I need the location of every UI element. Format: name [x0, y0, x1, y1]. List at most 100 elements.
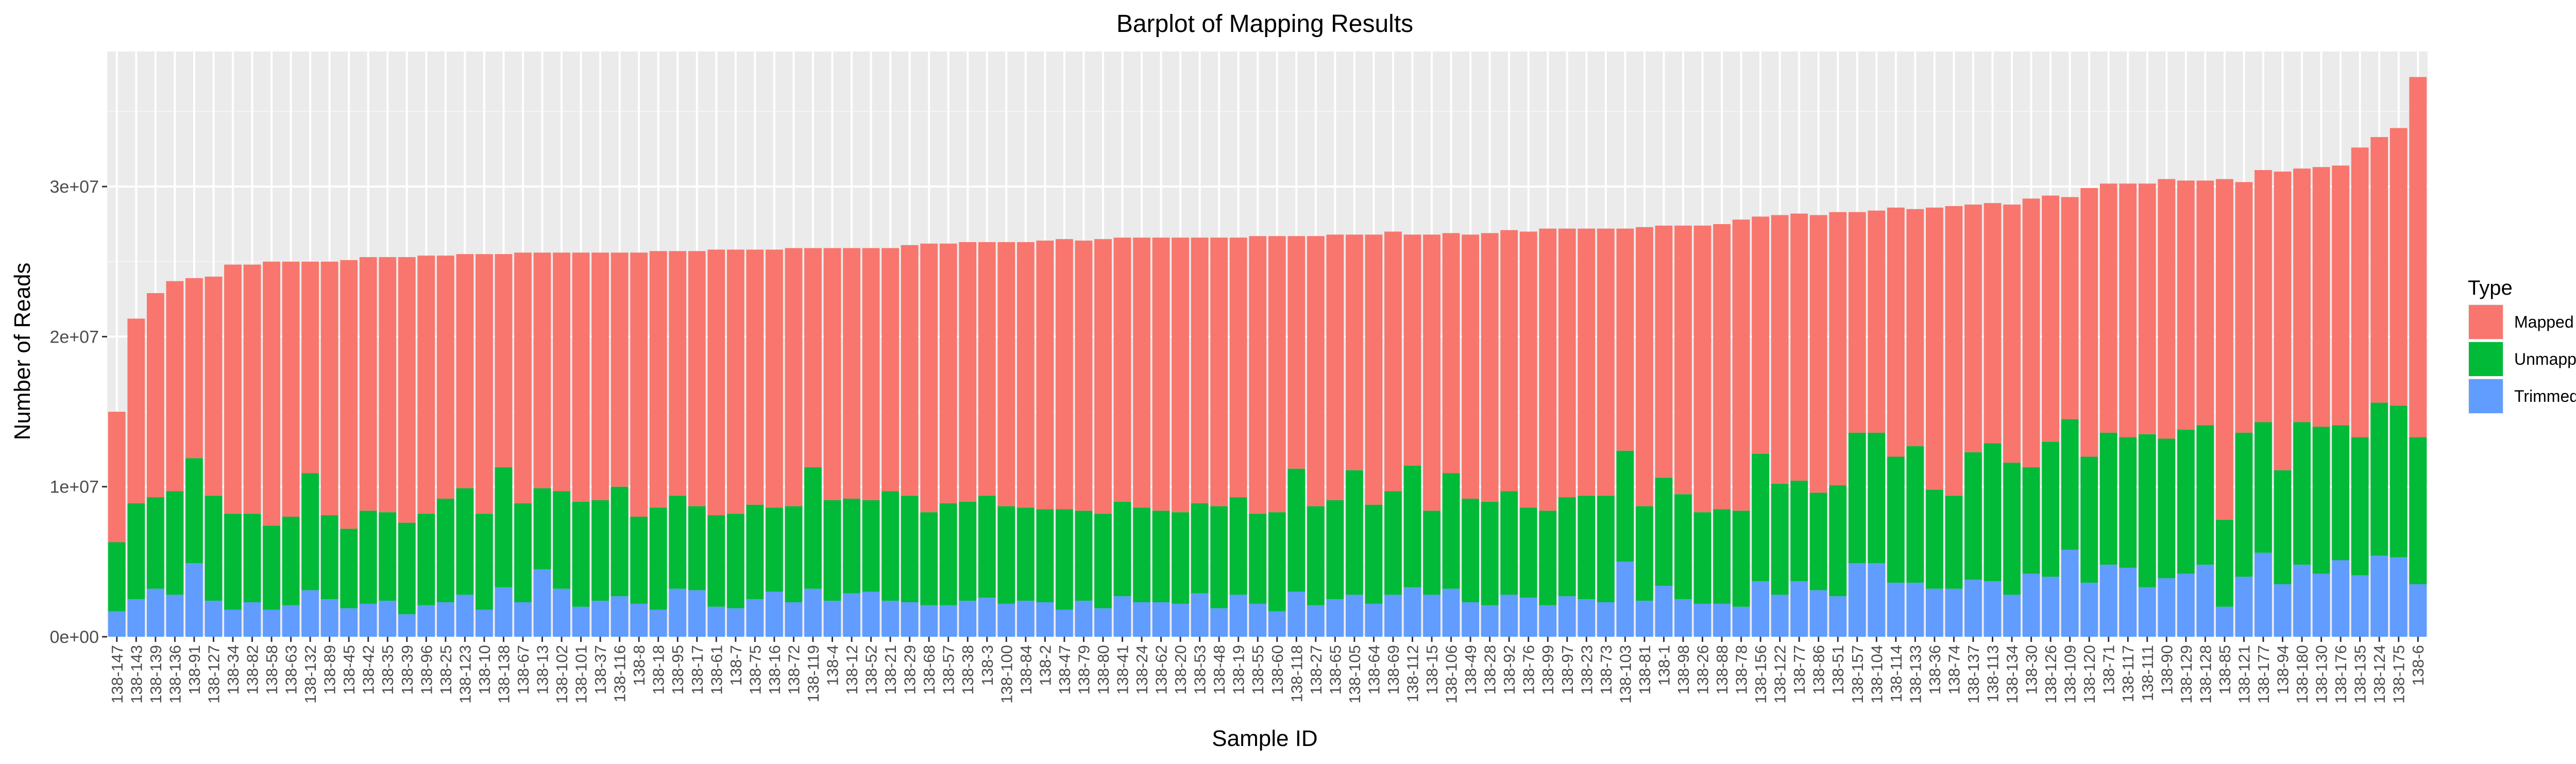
bar-segment-mapped: [398, 257, 416, 523]
x-tick-label: 138-29: [901, 645, 919, 695]
x-tick-label: 138-135: [2351, 645, 2369, 704]
legend-item-unmapped: Unmapped: [2468, 341, 2576, 377]
bar-segment-trimmed-off: [1732, 606, 1750, 637]
bar-segment-mapped: [1926, 207, 1943, 490]
x-tick-label: 138-98: [1674, 645, 1692, 695]
bar-segment-trimmed-off: [263, 609, 280, 637]
bar-segment-trimmed-off: [1597, 602, 1615, 637]
bar-segment-trimmed-off: [1713, 603, 1731, 637]
bar-segment-trimmed-off: [166, 595, 184, 637]
x-tick-label: 138-175: [2390, 645, 2408, 704]
x-tick-label: 138-120: [2080, 645, 2098, 704]
bar-segment-mapped: [1210, 237, 1228, 506]
bar-segment-unmapped: [2022, 467, 2040, 574]
bar-segment-mapped: [901, 245, 919, 496]
x-tick-label: 138-69: [1384, 645, 1402, 695]
bar-segment-trimmed-off: [1868, 563, 1886, 637]
bar-segment-mapped: [1809, 215, 1827, 493]
bar-segment-trimmed-off: [1056, 609, 1073, 637]
bar-segment-unmapped: [2370, 402, 2388, 556]
bar-segment-mapped: [2370, 137, 2388, 403]
bar-segment-trimmed-off: [1558, 596, 1576, 637]
bar-segment-unmapped: [1423, 511, 1440, 595]
bar-segment-trimmed-off: [2409, 584, 2427, 637]
bar-segment-unmapped: [2138, 434, 2156, 587]
bar-segment-unmapped: [1945, 496, 1963, 589]
bar-segment-mapped: [1346, 234, 1363, 470]
bar-segment-unmapped: [611, 486, 629, 597]
x-tick-label: 138-109: [2061, 645, 2079, 704]
x-tick-label: 138-10: [476, 645, 494, 695]
bar-segment-unmapped: [2235, 432, 2253, 577]
bar-segment-unmapped: [920, 512, 938, 605]
x-tick-label: 138-133: [1906, 645, 1924, 704]
bar-segment-unmapped: [766, 507, 783, 592]
bar-segment-trimmed-off: [2080, 583, 2098, 637]
bar-segment-unmapped: [882, 491, 899, 601]
y-tick-label: 2e+07: [50, 327, 99, 347]
bar-segment-mapped: [1674, 225, 1692, 495]
x-tick-label: 138-136: [166, 645, 184, 704]
bar-segment-mapped: [959, 242, 977, 502]
x-tick-label: 138-119: [804, 645, 822, 702]
x-tick-label: 138-71: [2100, 645, 2118, 695]
bar-segment-unmapped: [862, 500, 880, 592]
bar-segment-trimmed-off: [804, 588, 822, 637]
bar-segment-unmapped: [379, 512, 397, 601]
bar-segment-unmapped: [1210, 506, 1228, 608]
bar-segment-mapped: [1713, 224, 1731, 510]
bar-segment-trimmed-off: [611, 596, 629, 637]
x-tick-label: 138-95: [669, 645, 687, 695]
bar-segment-trimmed-off: [1616, 562, 1634, 637]
bar-segment-mapped: [2061, 197, 2079, 419]
bar-segment-mapped: [1693, 225, 1711, 513]
bar-segment-trimmed-off: [1809, 590, 1827, 637]
bar-segment-mapped: [766, 249, 783, 508]
bar-segment-mapped: [843, 248, 860, 499]
bar-segment-trimmed-off: [707, 606, 725, 637]
bar-segment-unmapped: [2351, 437, 2369, 575]
bar-segment-trimmed-off: [630, 603, 648, 637]
bar-segment-unmapped: [1771, 483, 1789, 595]
bar-segment-unmapped: [166, 491, 184, 595]
bar-segment-trimmed-off: [1152, 602, 1170, 637]
x-tick-label: 138-96: [417, 645, 435, 695]
bar-segment-unmapped: [417, 514, 435, 605]
bar-segment-unmapped: [1016, 507, 1035, 601]
bar-segment-trimmed-off: [340, 608, 358, 637]
bar-segment-mapped: [1287, 236, 1306, 469]
bar-segment-trimmed-off: [1326, 599, 1344, 637]
bar-segment-mapped: [1964, 205, 1982, 452]
legend-item-mapped: Mapped: [2468, 304, 2574, 340]
bar-segment-unmapped: [2255, 422, 2272, 553]
x-tick-label: 138-7: [727, 645, 745, 686]
x-tick-label: 138-129: [2177, 645, 2195, 704]
x-tick-label: 138-41: [1114, 645, 1132, 695]
x-tick-label: 138-15: [1423, 645, 1441, 695]
bar-segment-unmapped: [2003, 463, 2021, 595]
bar-segment-unmapped: [205, 496, 223, 601]
x-tick-label: 138-28: [1481, 645, 1499, 695]
bar-segment-unmapped: [1152, 511, 1170, 603]
bar-segment-unmapped: [1094, 514, 1112, 608]
bar-segment-unmapped: [630, 516, 648, 604]
bar-segment-mapped: [630, 252, 648, 517]
x-tick-label: 138-103: [1616, 645, 1634, 704]
x-tick-label: 138-75: [746, 645, 764, 695]
bar-segment-mapped: [1403, 234, 1421, 466]
bar-segment-trimmed-off: [2235, 576, 2253, 637]
bar-segment-unmapped: [2293, 422, 2311, 565]
x-tick-label: 138-60: [1268, 645, 1286, 695]
bar-segment-trimmed-off: [1906, 583, 1924, 637]
x-tick-label: 138-1: [1655, 645, 1673, 686]
bar-segment-trimmed-off: [514, 602, 532, 637]
bar-segment-mapped: [939, 243, 957, 503]
y-tick-label: 3e+07: [50, 177, 99, 197]
bar-segment-mapped: [1442, 233, 1460, 473]
legend-swatch: [2469, 342, 2503, 376]
x-tick-label: 138-86: [1810, 645, 1828, 695]
bar-segment-mapped: [379, 257, 397, 513]
x-tick-label: 138-16: [766, 645, 784, 695]
x-tick-label: 138-126: [2042, 645, 2060, 704]
